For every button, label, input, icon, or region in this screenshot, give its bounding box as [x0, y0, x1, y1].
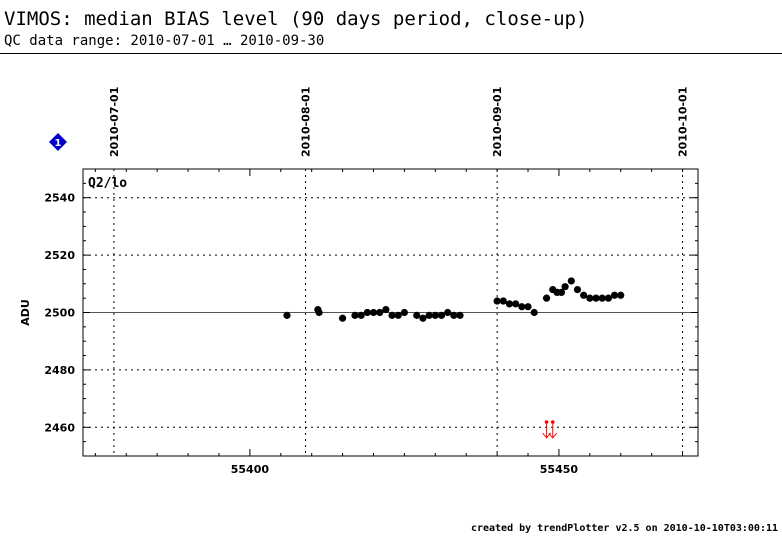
top-date-label: 2010-08-01 — [300, 87, 313, 157]
y-tick-label: 2500 — [44, 307, 75, 320]
top-date-label: 2010-07-01 — [108, 87, 121, 157]
x-tick-label: 55450 — [540, 463, 579, 476]
data-point — [394, 311, 402, 319]
data-point — [450, 311, 458, 319]
data-point — [524, 303, 532, 311]
data-point — [456, 311, 464, 319]
data-point — [499, 297, 507, 305]
data-point — [444, 308, 452, 317]
data-point — [530, 308, 538, 317]
y-tick-label: 2460 — [44, 421, 75, 434]
y-tick-label: 2540 — [44, 192, 75, 205]
data-point — [400, 308, 409, 317]
data-point — [557, 288, 566, 297]
data-point — [363, 308, 371, 317]
data-point — [592, 294, 600, 302]
data-point — [542, 294, 551, 302]
data-point — [431, 311, 439, 319]
panel-label: Q2/lo — [88, 176, 127, 191]
data-point — [580, 291, 588, 299]
y-axis-label: ADU — [19, 299, 32, 326]
data-point — [388, 311, 396, 319]
data-point — [567, 277, 575, 285]
data-point — [413, 311, 421, 319]
data-point — [382, 306, 390, 314]
x-tick-label: 55400 — [231, 463, 270, 476]
data-point — [315, 308, 323, 317]
data-point — [512, 300, 520, 308]
data-point — [604, 294, 612, 302]
data-point — [338, 314, 347, 322]
data-point — [505, 300, 514, 308]
y-tick-label: 2480 — [44, 364, 75, 377]
data-point — [376, 308, 384, 317]
data-point — [419, 314, 427, 322]
data-point — [518, 303, 526, 311]
data-point — [351, 311, 359, 319]
data-point — [437, 311, 446, 319]
data-point — [617, 291, 625, 299]
footer-credit: created by trendPlotter v2.5 on 2010-10-… — [470, 523, 778, 534]
out-of-range-arrowhead — [542, 432, 551, 439]
info-marker-icon — [49, 133, 67, 151]
info-marker-label: 1 — [55, 138, 62, 149]
header-divider — [0, 53, 782, 54]
data-point — [283, 311, 291, 319]
data-point — [493, 297, 501, 305]
y-tick-label: 2520 — [44, 249, 75, 262]
data-point — [357, 311, 365, 319]
chart-subtitle: QC data range: 2010-07-01 … 2010-09-30 — [4, 33, 325, 49]
top-date-label: 2010-10-01 — [677, 87, 690, 157]
data-point — [425, 311, 433, 319]
chart-title: VIMOS: median BIAS level (90 days period… — [4, 8, 588, 30]
data-point — [573, 285, 582, 294]
data-point — [586, 294, 594, 302]
data-point — [610, 291, 619, 299]
top-date-label: 2010-09-01 — [491, 87, 504, 157]
data-point — [561, 283, 569, 291]
data-point — [369, 308, 378, 317]
data-point — [598, 294, 606, 302]
out-of-range-arrowhead — [548, 432, 558, 439]
